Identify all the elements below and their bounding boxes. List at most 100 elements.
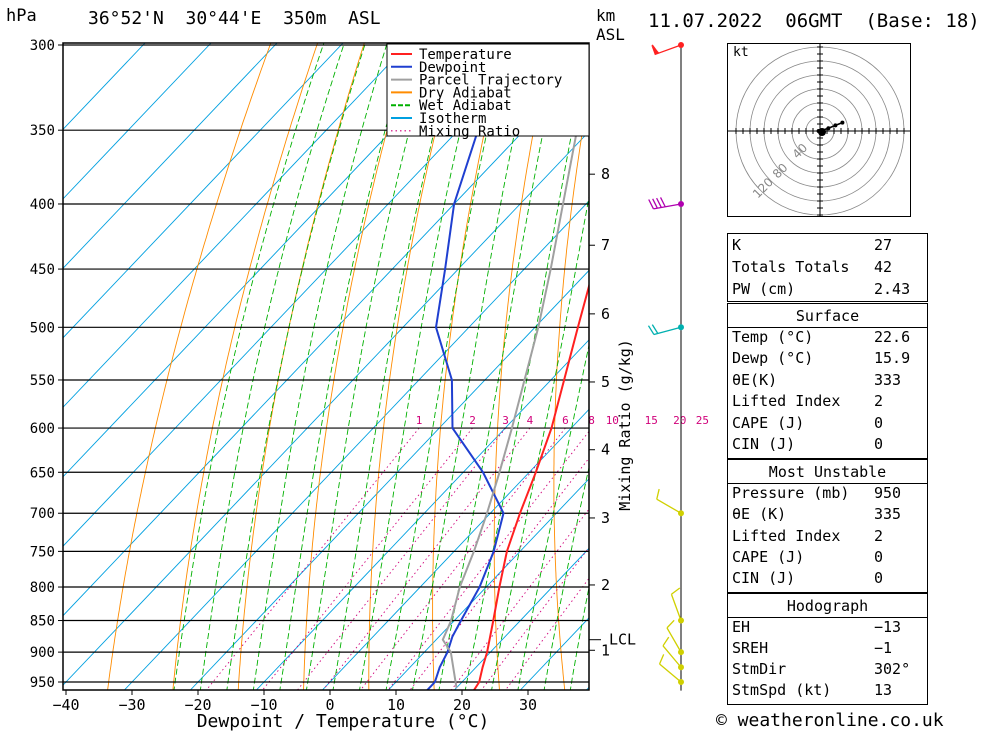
- altitude-tick-label: 7: [601, 236, 610, 254]
- dry-adiabat-line: [432, 43, 505, 690]
- wind-barb-flag: [658, 654, 665, 665]
- station-location: 36°52'N 30°44'E 350m ASL: [88, 8, 381, 29]
- hodo-row: SREH −1: [732, 639, 893, 657]
- wind-barb-flag: [656, 197, 662, 208]
- temperature-tick-label: 0: [325, 696, 334, 714]
- plot-frame: [62, 42, 590, 691]
- mixing-ratio-label: 10: [606, 414, 619, 427]
- asl-label: ASL: [596, 25, 625, 44]
- isotherm-line: [63, 61, 589, 617]
- hodograph-storm-marker: [818, 128, 826, 136]
- pressure-tick-label: 400: [30, 197, 55, 213]
- surface-row: CAPE (J) 0: [732, 414, 884, 432]
- pressure-tick-label: 800: [30, 580, 55, 596]
- mu-row: Lifted Index 2: [732, 527, 884, 545]
- mixing-ratio-line: [450, 508, 589, 690]
- mu-row: CIN (J) 0: [732, 569, 884, 587]
- most-unstable-panel: Most Unstable Pressure (mb) 950 θE (K) 335…: [727, 459, 928, 593]
- temperature-tick-label: −10: [250, 696, 277, 714]
- temperature-tick-label: −20: [184, 696, 211, 714]
- wind-barb: [670, 587, 682, 621]
- hodograph-stats-panel: Hodograph EH −13 SREH −1 StmDir 302° StmSpd…: [727, 593, 928, 705]
- legend-label: Parcel Trajectory: [419, 73, 562, 89]
- isotherm-line: [124, 200, 589, 690]
- mu-row: Pressure (mb) 950: [732, 484, 902, 502]
- dry-adiabat-line: [493, 43, 552, 690]
- wind-barb-flag: [652, 198, 658, 209]
- mixing-ratio-line: [480, 546, 589, 690]
- mixing-ratio-line: [504, 577, 589, 690]
- dry-adiabat-line: [925, 0, 1000, 710]
- mixing-ratio-label: 4: [527, 414, 534, 427]
- mixing-ratio-line: [205, 427, 420, 690]
- wind-barb-shaft: [653, 326, 682, 336]
- wet-adiabat-line: [332, 43, 458, 690]
- altitude-tick-label: 5: [601, 373, 610, 391]
- wind-barb: [648, 197, 682, 210]
- isotherm-line: [63, 43, 146, 131]
- wind-barb-flag: [659, 197, 666, 208]
- wind-barb-shaft: [656, 498, 682, 514]
- pressure-tick-label: 500: [30, 320, 55, 336]
- wet-adiabat-line: [517, 342, 589, 690]
- wind-barb: [666, 619, 682, 653]
- pressure-tick-label: 550: [30, 373, 55, 389]
- mixing-ratio-label: 25: [696, 414, 709, 427]
- dry-adiabat-line: [172, 43, 319, 690]
- pressure-tick-label: 350: [30, 123, 55, 139]
- mixing-ratio-label: 3: [502, 414, 509, 427]
- altitude-tick-label: 6: [601, 305, 610, 323]
- altitude-tick-label: 4: [601, 441, 610, 459]
- wet-adiabat-line: [252, 43, 388, 690]
- pressure-tick-label: 900: [30, 645, 55, 661]
- legend-box: [386, 43, 590, 137]
- dewpoint-profile-line: [425, 44, 514, 690]
- wind-barb-shaft: [662, 645, 682, 668]
- hodograph-ring-label: 120: [750, 175, 776, 201]
- pressure-tick-label: 950: [30, 675, 55, 691]
- hodograph-ring-label: 80: [770, 160, 791, 181]
- hodograph-unit: kt: [733, 45, 749, 60]
- isotherm-line: [388, 478, 589, 690]
- isotherm-line: [63, 43, 278, 269]
- mixing-ratio-line: [387, 430, 589, 690]
- pressure-tick-label: 600: [30, 421, 55, 437]
- indices-panel: K 27 Totals Totals 42 PW (cm) 2.43: [727, 233, 928, 302]
- legend-label: Mixing Ratio: [419, 124, 520, 140]
- temperature-tick-label: 30: [519, 696, 537, 714]
- isotherm-line: [454, 547, 589, 690]
- isotherm-line: [63, 43, 212, 200]
- mixing-ratio-label: 20: [673, 414, 686, 427]
- lcl-label: LCL: [609, 631, 636, 649]
- dry-adiabat-line: [553, 89, 589, 690]
- wet-adiabat-line: [305, 43, 434, 690]
- mu-row: CAPE (J) 0: [732, 548, 884, 566]
- dry-adiabat-line: [107, 43, 272, 690]
- pressure-tick-label: 650: [30, 465, 55, 481]
- pressure-tick-label: 450: [30, 262, 55, 278]
- wind-barb-shaft: [670, 594, 682, 621]
- wind-barb-shaft: [659, 663, 682, 683]
- website-credit[interactable]: © weatheronline.co.uk: [716, 710, 944, 731]
- mixing-ratio-label: 15: [645, 414, 658, 427]
- surface-row: θE(K) 333: [732, 371, 902, 389]
- hodograph-point: [826, 126, 831, 131]
- temperature-tick-label: −40: [52, 696, 79, 714]
- altitude-tick-label: 8: [601, 165, 610, 183]
- wind-barb-flag: [656, 488, 660, 500]
- hodograph-stats-title: Hodograph: [786, 597, 869, 615]
- altitude-tick-label: 3: [601, 509, 610, 527]
- mu-row: θE (K) 335: [732, 505, 902, 523]
- mixing-ratio-label: 1: [416, 414, 423, 427]
- hodograph-point: [833, 123, 838, 128]
- legend-label: Dry Adiabat: [419, 85, 512, 101]
- mixing-ratio-axis-label: Mixing Ratio (g/kg): [616, 339, 634, 511]
- dry-adiabat-line: [237, 43, 365, 690]
- hodo-row: StmSpd (kt) 13: [732, 681, 893, 699]
- pressure-tick-label: 700: [30, 506, 55, 522]
- index-row-k: K 27: [732, 236, 893, 254]
- wind-barb: [658, 654, 682, 683]
- isotherm-line: [63, 43, 476, 478]
- wind-barb-flag: [662, 636, 670, 647]
